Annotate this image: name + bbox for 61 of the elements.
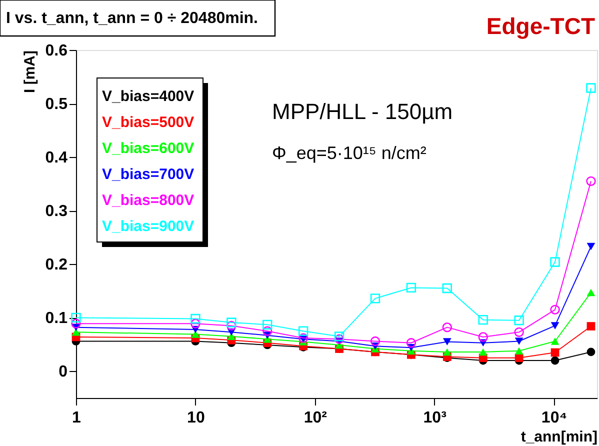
point [514, 316, 524, 326]
point [442, 322, 452, 332]
point [514, 327, 524, 337]
point [298, 326, 308, 336]
point [550, 348, 560, 357]
text: V_bias=900V [102, 218, 194, 235]
point [586, 348, 596, 356]
point [514, 347, 524, 355]
x-tick-label: 1 [72, 410, 82, 426]
point [442, 338, 452, 346]
x-tick-label: 10⁴ [541, 410, 568, 426]
text: V_bias=500V [102, 114, 194, 131]
y-tick-label: 0.1 [45, 310, 68, 328]
x-tick-label: 10² [304, 410, 327, 426]
point [586, 288, 596, 296]
point [550, 322, 560, 330]
x-axis-title: t_ann[min] [520, 428, 598, 446]
point [262, 320, 272, 330]
point [550, 257, 560, 267]
point [370, 294, 380, 304]
x-tick-label: 10 [187, 410, 205, 426]
point [406, 338, 416, 348]
point [406, 282, 416, 293]
point [442, 348, 452, 356]
point [478, 315, 488, 325]
text: V_bias=600V [102, 140, 194, 157]
point [514, 338, 524, 345]
point [226, 320, 236, 331]
text: V_bias=400V [102, 88, 194, 105]
point [550, 338, 560, 345]
point [550, 304, 560, 314]
point [191, 330, 200, 338]
y-tick-label: 0.4 [45, 150, 68, 167]
annotation: MPP/HLL - 150µm [272, 99, 453, 124]
y-axis-title: I [mA] [21, 50, 38, 93]
point [190, 318, 200, 328]
point [550, 356, 560, 365]
point [334, 334, 344, 344]
point [370, 336, 380, 346]
y-tick-label: 0.3 [45, 203, 68, 220]
y-tick-label: 0.5 [45, 96, 68, 114]
chart-title: I vs. t_ann, t_ann = 0 ÷ 20480min. [6, 10, 258, 27]
point [442, 283, 452, 294]
x-tick-label: 10³ [423, 410, 446, 426]
point [478, 348, 488, 356]
y-tick-label: 0.6 [45, 42, 68, 60]
point [334, 332, 344, 342]
y-tick-label: 0 [58, 364, 68, 381]
point [478, 332, 488, 342]
point [586, 83, 596, 93]
point [190, 314, 200, 324]
text: V_bias=700V [102, 166, 194, 183]
point [586, 176, 596, 186]
point [226, 318, 236, 328]
point [262, 326, 272, 336]
point [586, 242, 596, 250]
y-tick-label: 0.2 [45, 256, 68, 274]
text: V_bias=800V [102, 192, 194, 209]
point [586, 322, 596, 330]
annotation: Φ_eq=5·10¹⁵ n/cm² [272, 143, 426, 163]
chart-subtitle: Edge-TCT [486, 13, 595, 39]
